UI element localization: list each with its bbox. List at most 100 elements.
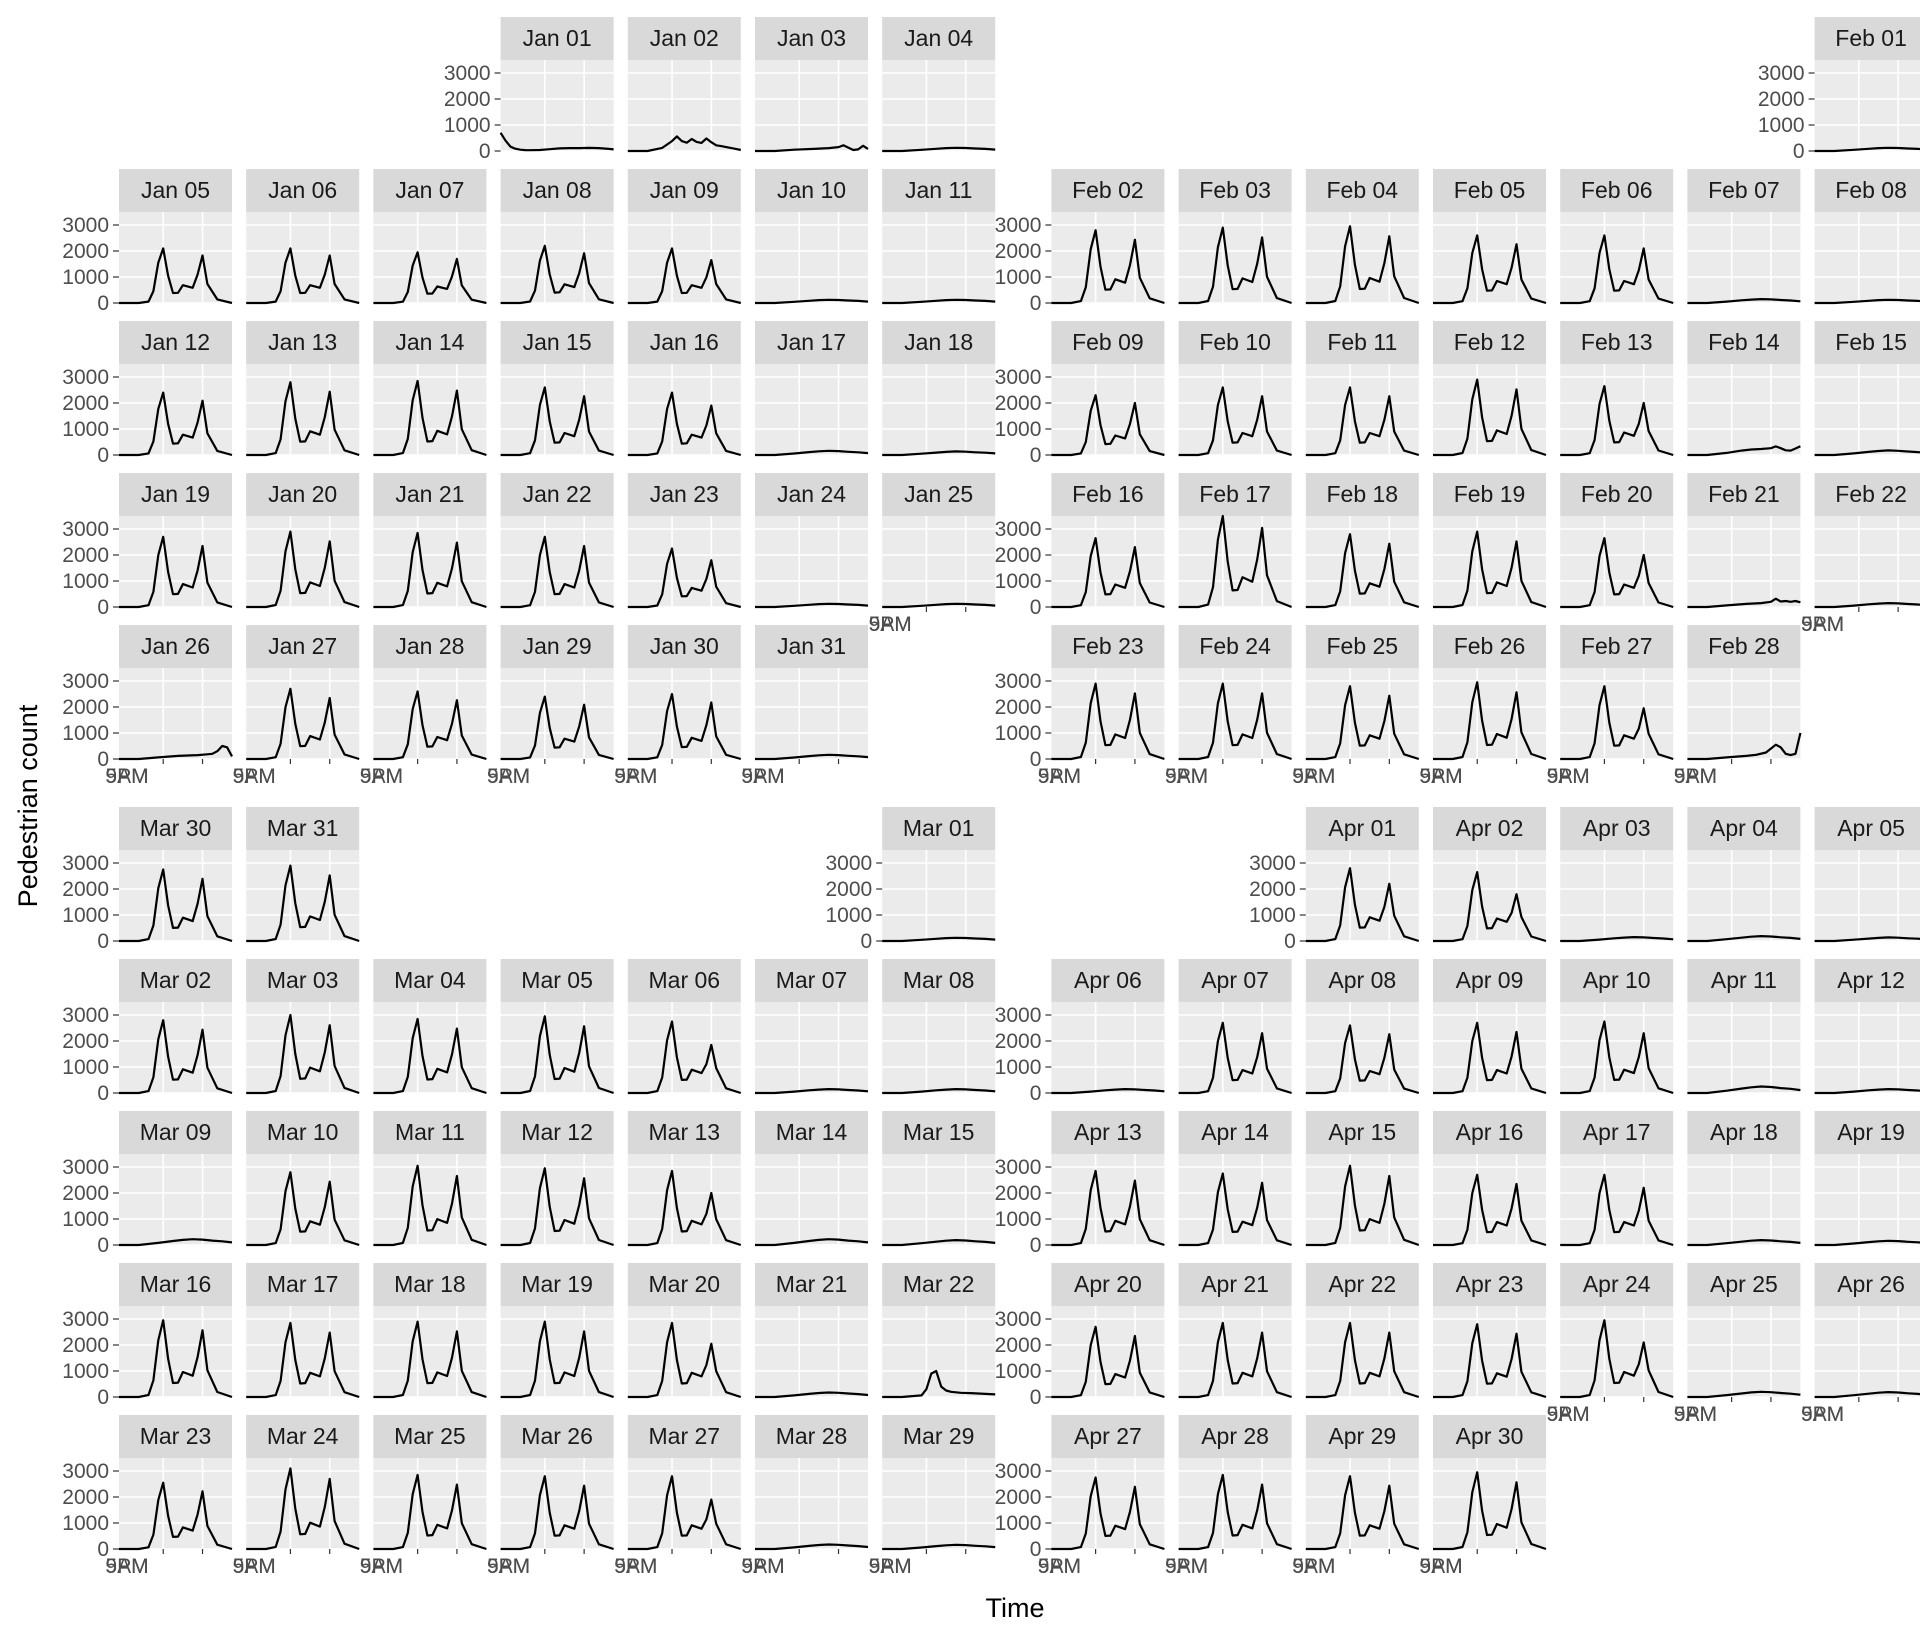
- facet-panel: Jan 01 0 1000 2000 3000: [444, 17, 614, 163]
- facet-strip-label: Apr 09: [1456, 967, 1524, 993]
- panel-background: [1687, 1002, 1801, 1093]
- panel-background: [1687, 212, 1801, 303]
- panel-background: [755, 364, 868, 455]
- x-tick-label: 5PM: [233, 765, 276, 788]
- facet-strip-label: Jan 27: [268, 633, 337, 659]
- y-tick-label: 0: [97, 930, 109, 953]
- series-line: [500, 535, 614, 609]
- series-line: [1305, 225, 1420, 305]
- facet-panel: Feb 04: [1305, 169, 1420, 305]
- facet-strip: [1178, 473, 1292, 516]
- facet-panel: Mar 22: [882, 1263, 996, 1399]
- facet-strip: [1051, 321, 1165, 364]
- series-line: [373, 1320, 487, 1399]
- facet-panel: Jan 19 0 1000 2000 3000: [62, 473, 233, 619]
- facet-strip-label: Feb 09: [1072, 329, 1144, 355]
- facet-strip-label: Jan 11: [905, 177, 972, 203]
- facet-strip-label: Feb 03: [1199, 177, 1271, 203]
- facet-panel: Jan 10: [755, 169, 869, 305]
- series-line: [1051, 537, 1165, 609]
- facet-strip: [755, 625, 868, 668]
- series-line: [755, 1391, 869, 1399]
- facet-strip: [1560, 959, 1674, 1002]
- facet-strip: [882, 1263, 996, 1306]
- series-line: [755, 753, 869, 761]
- y-tick-label: 2000: [62, 696, 109, 719]
- facet-strip-label: Apr 27: [1074, 1423, 1142, 1449]
- facet-strip: [119, 959, 232, 1002]
- series-line: [1433, 1021, 1547, 1095]
- facet-strip-label: Mar 26: [521, 1423, 593, 1449]
- facet-strip: [1814, 1111, 1920, 1154]
- series-line: [500, 1015, 614, 1095]
- y-tick-label: 1000: [995, 1056, 1042, 1079]
- panel-background: [1560, 850, 1674, 941]
- facet-strip: [1560, 473, 1674, 516]
- facet-strip: [755, 169, 868, 212]
- facet-strip-label: Apr 01: [1328, 815, 1396, 841]
- facet-strip-label: Mar 10: [267, 1119, 339, 1145]
- facet-strip: [246, 959, 360, 1002]
- x-tick-label: 5PM: [741, 1555, 784, 1578]
- facet-strip: [1687, 625, 1801, 668]
- facet-panel: Mar 01 0 1000 2000 3000: [825, 807, 996, 953]
- facet-panel: Apr 22: [1305, 1263, 1420, 1399]
- facet-strip: [1178, 1111, 1292, 1154]
- facet-strip: [119, 807, 232, 850]
- facet-strip: [1687, 473, 1801, 516]
- facet-panel: Mar 31: [246, 807, 360, 943]
- facet-strip-label: Jan 17: [777, 329, 846, 355]
- panel-background: [1560, 516, 1674, 607]
- series-line: [1687, 597, 1801, 609]
- panel-background: [755, 1306, 868, 1397]
- facet-panel: Apr 20 0 1000 2000 3000: [995, 1263, 1165, 1409]
- panel-background: [1560, 212, 1674, 303]
- y-tick-label: 2000: [62, 1334, 109, 1357]
- panel-background: [882, 850, 996, 941]
- facet-strip: [882, 321, 996, 364]
- series-line: [1687, 1390, 1801, 1399]
- facet-strip-label: Feb 28: [1708, 633, 1780, 659]
- facet-panel: Jan 09: [627, 169, 742, 305]
- panel-background: [627, 516, 741, 607]
- y-tick-label: 0: [1284, 930, 1296, 953]
- panel-background: [1687, 1154, 1801, 1245]
- series-line: [1560, 1319, 1674, 1399]
- x-tick-label: 5PM: [1419, 1555, 1462, 1578]
- facet-strip-label: Mar 08: [903, 967, 975, 993]
- series-line: [882, 1088, 996, 1095]
- y-tick-label: 1000: [995, 722, 1042, 745]
- facet-panel: Mar 03: [246, 959, 360, 1095]
- x-tick-label: 9AM: [869, 1555, 912, 1578]
- panel-background: [755, 516, 868, 607]
- facet-strip-label: Jan 18: [904, 329, 973, 355]
- series-line: [1305, 386, 1420, 457]
- facet-strip-label: Jan 05: [141, 177, 210, 203]
- facet-panel: Mar 17: [246, 1263, 360, 1399]
- panel-background: [627, 668, 741, 759]
- facet-panel: Apr 07: [1178, 959, 1292, 1095]
- series-line: [1433, 234, 1547, 305]
- facet-strip-label: Mar 30: [140, 815, 212, 841]
- y-tick-label: 1000: [1758, 114, 1805, 137]
- facet-panel: Mar 05: [500, 959, 614, 1095]
- y-tick-label: 3000: [62, 1308, 109, 1331]
- y-tick-label: 1000: [62, 904, 109, 927]
- facet-strip: [755, 321, 868, 364]
- y-tick-label: 1000: [995, 570, 1042, 593]
- facet-strip: [1687, 959, 1801, 1002]
- panel-background: [119, 212, 232, 303]
- y-tick-label: 2000: [444, 88, 491, 111]
- facet-strip: [1178, 1263, 1292, 1306]
- x-tick-label: 9AM: [105, 765, 148, 788]
- facet-strip: [1687, 1111, 1801, 1154]
- series-line: [1687, 732, 1802, 761]
- series-line: [1305, 1321, 1420, 1399]
- panel-background: [1687, 850, 1801, 941]
- facet-strip: [1433, 1415, 1546, 1458]
- series-line: [1433, 871, 1547, 943]
- panel-background: [1814, 850, 1920, 941]
- y-tick-label: 0: [97, 444, 109, 467]
